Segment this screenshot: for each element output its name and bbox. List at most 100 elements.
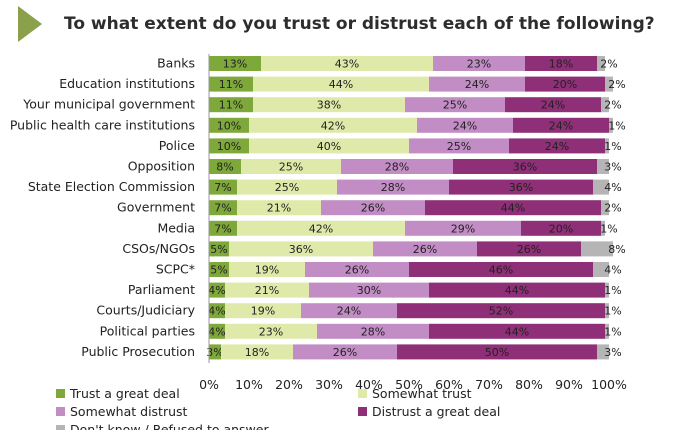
- bar-segment: [249, 117, 417, 133]
- data-label: 2%: [604, 202, 621, 215]
- data-label: 20%: [553, 78, 577, 91]
- data-label: 44%: [505, 325, 529, 338]
- data-label: 25%: [279, 161, 303, 174]
- data-label: 1%: [608, 119, 625, 132]
- bar-segment: [305, 262, 409, 277]
- data-label: 26%: [333, 346, 357, 359]
- data-label: 25%: [443, 99, 467, 112]
- bar-segment: [301, 303, 397, 319]
- category-label: Parliament: [128, 282, 195, 297]
- bar-segment: [417, 117, 513, 133]
- bar-segment: [373, 241, 477, 257]
- bar-segment: [293, 344, 397, 360]
- data-label: 3%: [206, 346, 223, 359]
- data-label: 25%: [447, 140, 471, 153]
- bar-segment: [601, 97, 609, 113]
- data-label: 30%: [357, 284, 381, 297]
- category-label: Courts/Judiciary: [96, 303, 195, 318]
- data-label: 24%: [453, 119, 477, 132]
- bar-segment: [229, 262, 305, 277]
- x-tick-label: 70%: [475, 377, 503, 392]
- data-label: 19%: [251, 305, 275, 318]
- x-tick-label: 10%: [235, 377, 263, 392]
- x-tick-label: 50%: [395, 377, 423, 392]
- data-label: 20%: [549, 222, 573, 235]
- bar-segment: [449, 179, 593, 195]
- data-label: 28%: [385, 161, 409, 174]
- bar-segment: [409, 262, 593, 277]
- data-label: 13%: [223, 58, 247, 71]
- bar-segment: [209, 138, 249, 154]
- bar-segment: [209, 220, 237, 236]
- bar-segment: [453, 159, 597, 174]
- data-label: 43%: [335, 58, 359, 71]
- data-label: 36%: [509, 181, 533, 194]
- data-label: 3%: [604, 346, 621, 359]
- data-label: 19%: [255, 264, 279, 277]
- category-label: Education institutions: [59, 76, 195, 91]
- category-label: Media: [157, 220, 195, 235]
- bar-segment: [581, 241, 613, 257]
- accent-triangle-icon: [18, 6, 42, 42]
- bar-segment: [409, 138, 509, 154]
- bar-segment: [229, 241, 373, 257]
- bar-segment: [209, 241, 229, 257]
- bar-segment: [209, 282, 225, 298]
- data-label: 21%: [267, 202, 291, 215]
- bar-segment: [237, 220, 405, 236]
- bar-segment: [605, 282, 609, 298]
- bar-segment: [525, 56, 597, 71]
- category-label: Your municipal government: [22, 97, 195, 112]
- category-label: Police: [159, 138, 196, 153]
- bar-segment: [597, 56, 605, 71]
- category-label: Banks: [157, 56, 195, 71]
- data-label: 1%: [604, 305, 621, 318]
- bar-segment: [605, 138, 609, 154]
- bar-segment: [225, 282, 309, 298]
- data-label: 42%: [309, 222, 333, 235]
- bar-segment: [609, 117, 613, 133]
- legend-label: Somewhat trust: [372, 386, 472, 401]
- data-label: 4%: [208, 305, 225, 318]
- data-label: 46%: [489, 264, 513, 277]
- bar-segment: [337, 179, 449, 195]
- category-label: Political parties: [100, 323, 195, 338]
- bar-segment: [505, 97, 601, 113]
- bar-segment: [397, 303, 605, 319]
- data-label: 2%: [600, 58, 617, 71]
- data-label: 18%: [549, 58, 573, 71]
- bar-segment: [209, 200, 237, 216]
- bar-segment: [209, 323, 225, 339]
- category-label: Public health care institutions: [10, 117, 195, 132]
- x-tick-label: 80%: [515, 377, 543, 392]
- data-label: 44%: [505, 284, 529, 297]
- bar-segment: [397, 344, 597, 360]
- data-label: 52%: [489, 305, 513, 318]
- bar-segment: [601, 200, 609, 216]
- data-label: 4%: [604, 264, 621, 277]
- bar-segment: [525, 76, 605, 92]
- bar-segment: [597, 159, 609, 174]
- bar-segment: [253, 97, 405, 113]
- bar-segment: [425, 200, 601, 216]
- data-label: 24%: [541, 99, 565, 112]
- bar-segment: [225, 323, 317, 339]
- bar-segment: [209, 56, 261, 71]
- category-label: SCPC*: [156, 262, 195, 277]
- x-tick-label: 100%: [591, 377, 627, 392]
- bar-segment: [209, 159, 241, 174]
- bar-segment: [209, 262, 229, 277]
- category-label: State Election Commission: [28, 179, 195, 194]
- bar-segment: [249, 138, 409, 154]
- bar-segment: [593, 179, 609, 195]
- bar-segment: [429, 282, 605, 298]
- legend-swatch: [56, 425, 65, 430]
- data-label: 18%: [245, 346, 269, 359]
- bar-segment: [509, 138, 605, 154]
- data-label: 26%: [413, 243, 437, 256]
- legend-swatch: [358, 407, 367, 416]
- data-label: 25%: [275, 181, 299, 194]
- data-label: 1%: [604, 140, 621, 153]
- bar-segment: [597, 344, 609, 360]
